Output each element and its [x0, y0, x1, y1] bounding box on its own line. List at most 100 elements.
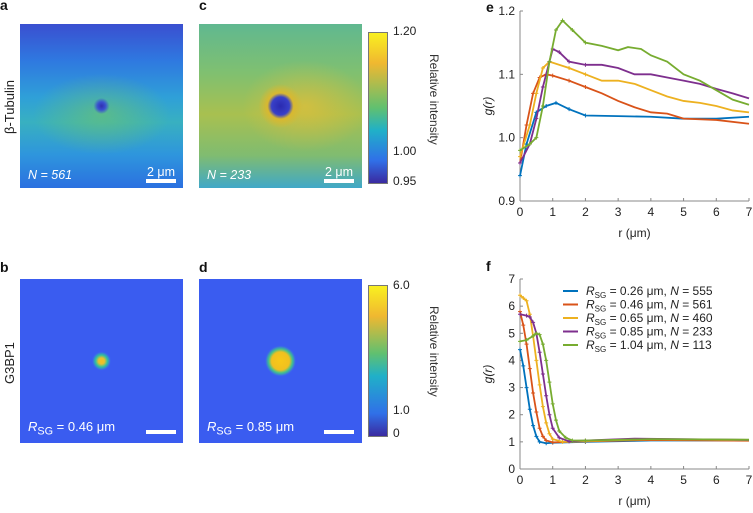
- error-bar: [583, 85, 588, 89]
- colorbar-tick: 0: [393, 426, 400, 440]
- error-bar: [524, 298, 529, 303]
- error-bar: [518, 339, 522, 344]
- error-bar: [534, 410, 539, 414]
- error-bar: [518, 173, 522, 178]
- error-bar: [518, 154, 522, 159]
- legend-entry: RSG = 0.85 μm, N = 233: [586, 325, 713, 341]
- y-tick-label: 0: [508, 462, 515, 476]
- x-tick-label: 6: [713, 473, 720, 487]
- error-bar: [570, 438, 575, 443]
- x-tick-label: 5: [680, 473, 687, 487]
- error-bar: [527, 407, 532, 412]
- colorbar-tick: 1.20: [393, 24, 417, 38]
- error-bar: [557, 429, 562, 433]
- error-bar: [583, 438, 588, 443]
- error-bar: [583, 113, 588, 118]
- error-bar: [583, 62, 588, 67]
- radius-subscript: SG: [37, 425, 54, 438]
- error-bar: [534, 358, 539, 363]
- error-bar: [527, 123, 532, 127]
- error-bar: [550, 437, 555, 442]
- colorbar-tick: 1.0: [393, 403, 410, 417]
- error-bar: [550, 73, 555, 78]
- error-bar: [537, 382, 542, 387]
- x-tick-label: 5: [680, 205, 687, 219]
- x-tick-label: 3: [615, 473, 622, 487]
- radius-subscript: SG: [216, 425, 233, 438]
- colorbar-tick: 6.0: [393, 278, 410, 292]
- error-bar: [550, 401, 555, 406]
- error-bar: [544, 358, 549, 363]
- y-tick-label: 6: [508, 299, 515, 313]
- legend-entry: RSG = 0.46 μm, N = 561: [586, 298, 713, 314]
- g3bp1-image-b: RSG = 0.46 μm: [20, 279, 183, 443]
- x-tick-label: 7: [746, 473, 753, 487]
- error-bar: [524, 385, 529, 390]
- error-bar: [527, 366, 532, 371]
- x-tick-label: 1: [549, 473, 556, 487]
- y-tick-label: 1.1: [498, 67, 515, 81]
- error-bar: [518, 161, 522, 165]
- error-bar: [537, 350, 542, 355]
- x-tick-label: 0: [517, 205, 524, 219]
- radius-value: = 0.46 μm: [53, 419, 116, 434]
- x-tick-label: 7: [746, 205, 753, 219]
- x-axis-label: r (μm): [618, 494, 650, 508]
- panel-label-a: a: [0, 0, 8, 13]
- x-axis-label: r (μm): [618, 226, 650, 240]
- error-bar: [540, 404, 545, 409]
- error-bar: [540, 434, 545, 439]
- panel-label-d: d: [199, 259, 208, 275]
- error-bar: [524, 313, 529, 318]
- series-line-4: [519, 332, 750, 442]
- series-line-0: [519, 101, 750, 176]
- error-bar: [553, 418, 558, 423]
- colorbar-tick: 0.95: [393, 174, 417, 188]
- error-bar: [527, 315, 532, 319]
- scale-bar: [324, 430, 354, 434]
- scale-text: 2 μm: [147, 165, 176, 179]
- tubulin-image-a: N = 561 2 μm: [20, 24, 183, 188]
- error-bar: [531, 334, 536, 338]
- colorbar-bottom: [368, 285, 388, 437]
- error-bar: [557, 50, 562, 55]
- error-bar: [521, 363, 526, 368]
- error-bar: [583, 72, 588, 77]
- legend-entry: RSG = 0.26 μm, N = 555: [586, 284, 713, 300]
- error-bar: [534, 116, 539, 121]
- scale-text: 2 μm: [325, 165, 354, 179]
- x-tick-label: 0: [517, 473, 524, 487]
- error-bar: [544, 393, 549, 398]
- x-tick-label: 3: [615, 205, 622, 219]
- error-bar: [534, 331, 539, 336]
- legend-entry: RSG = 1.04 μm, N = 113: [586, 338, 712, 354]
- error-bar: [534, 434, 539, 439]
- y-axis-label: g(r): [481, 365, 495, 384]
- error-bar: [567, 107, 572, 112]
- x-tick-label: 2: [582, 473, 589, 487]
- error-bar: [518, 347, 522, 352]
- error-bar: [531, 423, 536, 428]
- error-bar: [534, 91, 539, 96]
- error-bar: [544, 420, 549, 425]
- error-bar: [547, 412, 552, 417]
- series-line-2: [519, 60, 750, 157]
- panel-label-b: b: [0, 259, 9, 275]
- radius-symbol: R: [207, 419, 217, 434]
- chart-f: 0 1 2 3 4 5 6 7 0 1 2 3 4 5 6 7 r (μm) g(r) RSG = 0.26 μm,…: [481, 272, 753, 508]
- y-tick-label: 2: [508, 408, 515, 422]
- y-tick-label: 1: [508, 435, 515, 449]
- error-bar: [540, 66, 545, 70]
- error-bar: [521, 296, 526, 300]
- legend-entry: RSG = 0.65 μm, N = 460: [586, 311, 713, 327]
- error-bar: [583, 40, 588, 45]
- y-axis-label: g(r): [481, 97, 495, 116]
- error-bar: [518, 148, 522, 153]
- series-line-4: [519, 19, 750, 152]
- error-bar: [560, 18, 565, 23]
- series-line-1: [519, 73, 750, 164]
- error-bar: [547, 431, 552, 436]
- error-bar: [540, 85, 545, 89]
- error-bar: [567, 59, 572, 64]
